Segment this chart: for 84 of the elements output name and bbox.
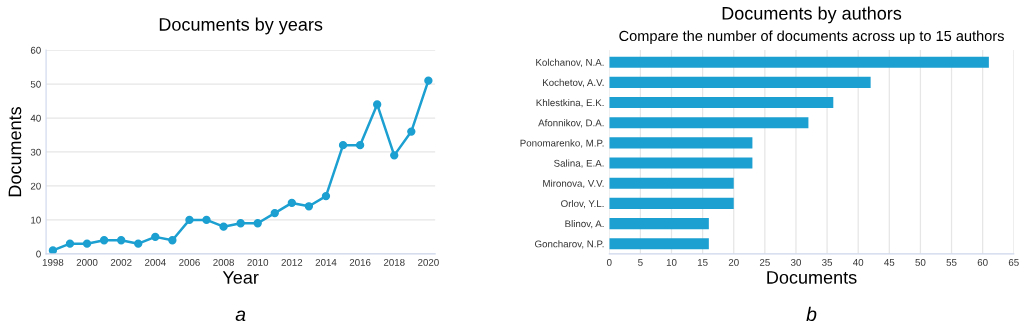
chart-title: Documents by authors: [722, 6, 902, 24]
point: [373, 100, 382, 109]
x-tick-label: 1998: [42, 258, 64, 266]
point: [424, 76, 433, 85]
bar: [609, 177, 734, 189]
bar: [609, 157, 753, 169]
point: [134, 239, 143, 248]
x-tick-label: 25: [759, 258, 770, 266]
chart-title: Documents by years: [159, 17, 323, 35]
bar: [609, 76, 871, 88]
point: [407, 127, 416, 136]
point: [151, 232, 160, 242]
text: b: [806, 306, 817, 322]
y-tick-label: Ponomarenko, M.P.: [520, 139, 604, 148]
x-tick-label: 35: [822, 258, 833, 266]
y-tick-label: 0: [36, 250, 41, 258]
point: [117, 236, 126, 245]
y-tick-label: Kochetov, A.V.: [543, 78, 604, 88]
point: [99, 236, 109, 245]
y-tick-label: Orlov, Y.L.: [561, 199, 604, 209]
point: [390, 151, 399, 160]
point: [48, 246, 58, 254]
x-tick-label: 2014: [315, 258, 337, 266]
x-tick-label: 40: [853, 258, 864, 266]
x-tick-label: 45: [884, 259, 895, 266]
x-tick-label: 30: [790, 258, 801, 266]
y-tick-label: 20: [30, 182, 41, 190]
x-tick-label: 2018: [383, 258, 405, 266]
bar: [609, 56, 989, 68]
bar: [609, 197, 734, 209]
x-tick-label: 10: [666, 258, 677, 266]
y-axis-title: Documents: [8, 106, 22, 197]
x-tick-label: 2006: [179, 258, 200, 266]
y-tick-label: 40: [30, 114, 41, 122]
point: [355, 141, 365, 150]
y-tick-label: Mironova, V.V.: [543, 179, 604, 188]
x-axis-title: Documents: [767, 271, 857, 284]
x-axis-title: Year: [222, 271, 259, 284]
bar: [609, 238, 709, 250]
bar: [609, 117, 809, 129]
x-tick-label: 55: [946, 259, 957, 266]
x-tick-label: 0: [606, 258, 612, 266]
x-tick-label: 60: [977, 258, 988, 266]
text: a: [235, 310, 246, 322]
point: [219, 222, 228, 231]
x-tick-label: 2010: [247, 258, 269, 266]
x-tick-label: 5: [638, 259, 643, 266]
y-tick-label: 30: [30, 148, 41, 156]
y-tick-label: Blinov, A.: [565, 220, 604, 229]
x-tick-label: 15: [697, 259, 708, 266]
point: [82, 239, 92, 248]
point: [65, 239, 75, 248]
x-tick-label: 2004: [144, 258, 166, 266]
x-tick-label: 50: [915, 258, 926, 266]
y-tick-label: 10: [31, 216, 41, 224]
bar: [609, 218, 709, 230]
point: [321, 191, 331, 201]
y-tick-label: 50: [30, 80, 41, 88]
bar: [609, 137, 753, 149]
point: [304, 202, 314, 211]
point: [287, 198, 297, 208]
y-tick-label: Afonnikov, D.A.: [538, 119, 604, 128]
x-tick-label: 20: [728, 258, 739, 266]
point: [253, 219, 262, 228]
point: [185, 215, 194, 225]
y-tick-label: Salina, E.A.: [554, 159, 604, 168]
y-tick-label: Kolchanov, N.A.: [536, 58, 604, 67]
x-tick-label: 65: [1008, 258, 1019, 266]
chart-subtitle: Compare the number of documents across up to 15 authors: [619, 30, 1004, 44]
point: [338, 141, 348, 150]
bar: [609, 97, 834, 109]
y-tick-label: Goncharov, N.P.: [535, 240, 604, 249]
x-tick-label: 2012: [281, 258, 303, 266]
x-tick-label: 2002: [110, 258, 132, 266]
point: [202, 215, 211, 225]
x-tick-label: 2008: [213, 258, 234, 266]
x-tick-label: 2000: [76, 258, 98, 266]
point: [236, 219, 245, 228]
y-tick-label: Khlestkina, E.K.: [536, 99, 604, 108]
point: [270, 208, 279, 218]
point: [168, 236, 177, 245]
x-tick-label: 2020: [418, 258, 439, 266]
y-tick-label: 60: [30, 46, 41, 54]
x-tick-label: 2016: [349, 258, 371, 266]
